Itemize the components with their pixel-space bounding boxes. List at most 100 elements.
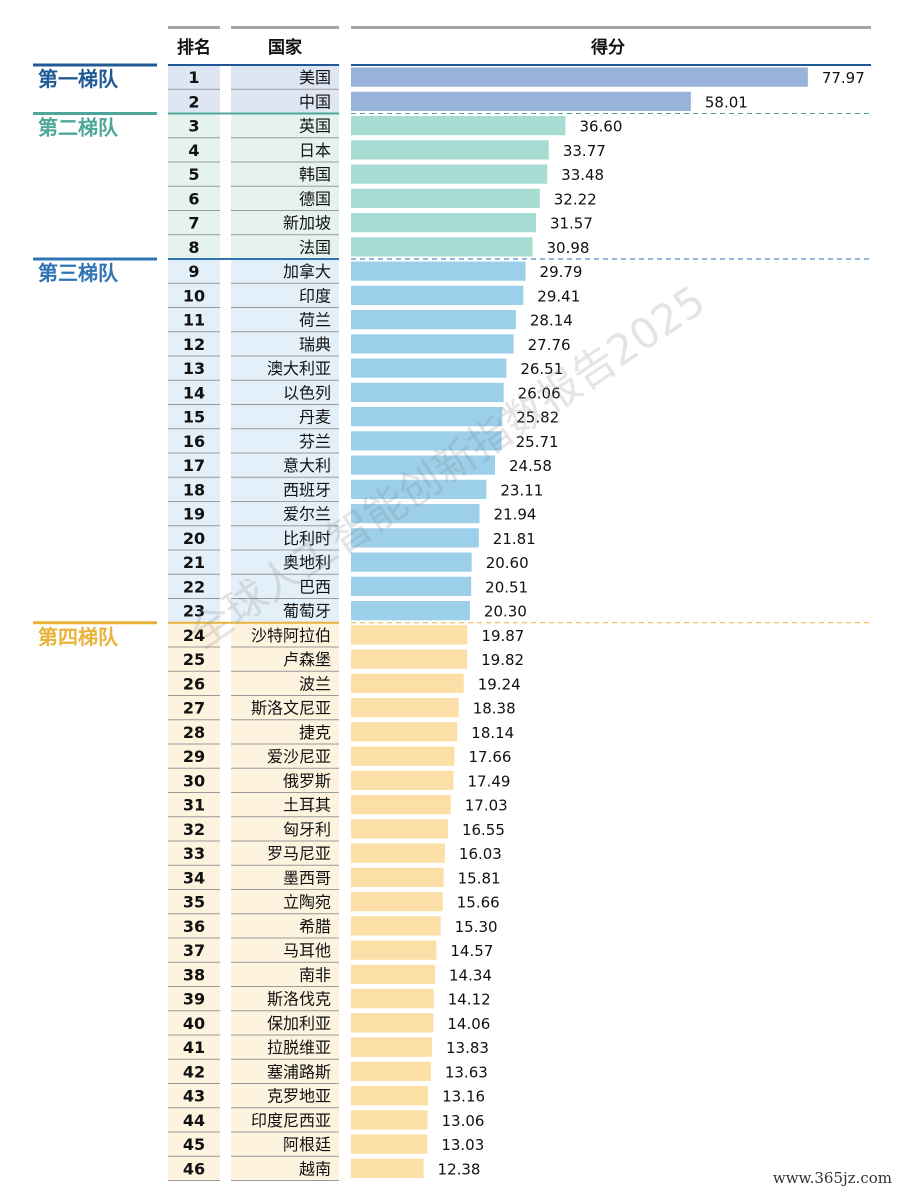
score-bar [351, 261, 526, 281]
table-row: 40 保加利亚 14.06 [168, 1013, 490, 1036]
tier-rule [33, 112, 157, 115]
rank-label: 10 [183, 286, 205, 305]
table-row: 19 爱尔兰 21.94 [168, 504, 536, 527]
score-bar [351, 164, 548, 184]
value-label: 13.06 [442, 1112, 485, 1130]
tier-rule-rank [168, 258, 339, 260]
value-label: 77.97 [822, 69, 865, 87]
tier-rule [33, 257, 157, 261]
table-row: 28 捷克 18.14 [168, 722, 514, 745]
country-label: 瑞典 [299, 335, 331, 354]
score-bar [351, 91, 691, 111]
table-row: 34 墨西哥 15.81 [168, 867, 501, 890]
table-row: 9 加拿大 29.79 [168, 261, 582, 284]
country-label: 俄罗斯 [283, 771, 331, 790]
country-label: 沙特阿拉伯 [251, 626, 331, 645]
rank-header-rule [168, 26, 220, 29]
tier-rule-score [351, 64, 871, 66]
value-label: 23.11 [500, 481, 543, 499]
score-bar [351, 746, 455, 766]
country-label: 斯洛伐克 [267, 990, 331, 1009]
tier-label: 第二梯队 [38, 116, 119, 140]
rank-label: 23 [183, 602, 205, 621]
value-label: 13.03 [441, 1136, 484, 1154]
country-label: 卢森堡 [283, 650, 331, 669]
value-label: 19.87 [481, 627, 524, 645]
ranking-rows: 1 美国 77.97 2 中国 58.01 3 英国 36.60 4 日本 33.77 5 韩国 33.48… [168, 67, 865, 1181]
country-label: 芬兰 [299, 432, 331, 451]
value-label: 18.14 [471, 724, 514, 742]
score-bar [351, 213, 536, 233]
value-label: 16.03 [459, 845, 502, 863]
rank-label: 16 [183, 432, 205, 451]
value-label: 19.24 [478, 675, 521, 693]
country-label: 印度尼西亚 [251, 1111, 331, 1130]
score-bar [351, 916, 441, 936]
score-bar [351, 310, 516, 330]
score-bar [351, 382, 504, 402]
score-bar [351, 237, 533, 257]
value-label: 26.51 [520, 360, 563, 378]
country-label: 中国 [299, 92, 331, 111]
score-bar [351, 358, 507, 378]
table-row: 29 爱沙尼亚 17.66 [168, 746, 511, 769]
rank-label: 18 [183, 480, 205, 499]
country-label: 阿根廷 [283, 1135, 331, 1154]
rank-label: 39 [183, 990, 205, 1009]
table-row: 15 丹麦 25.82 [168, 407, 559, 430]
value-label: 13.16 [442, 1088, 485, 1106]
table-row: 18 西班牙 23.11 [168, 479, 543, 502]
tier-label: 第一梯队 [38, 67, 119, 91]
value-label: 25.82 [516, 409, 559, 427]
country-label: 捷克 [299, 723, 331, 742]
country-label: 拉脱维亚 [267, 1038, 331, 1057]
value-label: 19.82 [481, 651, 524, 669]
table-row: 12 瑞典 27.76 [168, 334, 571, 357]
country-label: 印度 [299, 286, 331, 305]
table-row: 24 沙特阿拉伯 19.87 [168, 625, 524, 648]
table-row: 17 意大利 24.58 [168, 455, 552, 478]
value-label: 27.76 [528, 336, 571, 354]
score-bar [351, 116, 566, 136]
table-row: 37 马耳他 14.57 [168, 940, 493, 963]
rank-label: 20 [183, 529, 205, 548]
table-row: 44 印度尼西亚 13.06 [168, 1110, 485, 1133]
value-label: 30.98 [547, 239, 590, 257]
value-label: 13.63 [445, 1063, 488, 1081]
country-label: 加拿大 [283, 262, 331, 281]
table-row: 31 土耳其 17.03 [168, 795, 508, 818]
tier-rule-rank [168, 621, 339, 624]
country-label: 新加坡 [283, 214, 331, 233]
rank-label: 41 [183, 1038, 205, 1057]
table-row: 32 匈牙利 16.55 [168, 819, 505, 842]
table-row: 10 印度 29.41 [168, 285, 580, 308]
country-label: 越南 [299, 1159, 331, 1178]
score-bar [351, 795, 451, 815]
table-row: 38 南非 14.34 [168, 964, 492, 987]
score-bar [351, 892, 443, 912]
value-label: 33.48 [561, 166, 604, 184]
value-label: 14.57 [450, 942, 493, 960]
table-row: 16 芬兰 25.71 [168, 431, 559, 454]
rank-label: 17 [183, 456, 205, 475]
value-label: 17.03 [465, 797, 508, 815]
country-label: 美国 [299, 68, 331, 87]
rank-label: 7 [188, 214, 199, 233]
country-label: 比利时 [283, 529, 331, 548]
rank-band [168, 622, 220, 1181]
value-label: 14.06 [447, 1015, 490, 1033]
rank-header: 排名 [177, 37, 211, 58]
value-label: 29.41 [537, 287, 580, 305]
country-label: 斯洛文尼亚 [251, 699, 331, 718]
score-bar [351, 576, 472, 596]
score-bar [351, 819, 448, 839]
score-bar [351, 1134, 428, 1154]
country-header-rule [231, 26, 339, 29]
country-label: 希腊 [299, 917, 331, 936]
value-label: 18.38 [473, 700, 516, 718]
value-label: 16.55 [462, 821, 505, 839]
country-label: 奥地利 [283, 553, 331, 572]
rank-label: 32 [183, 820, 205, 839]
score-bar [351, 1158, 424, 1178]
table-row: 5 韩国 33.48 [168, 164, 604, 187]
